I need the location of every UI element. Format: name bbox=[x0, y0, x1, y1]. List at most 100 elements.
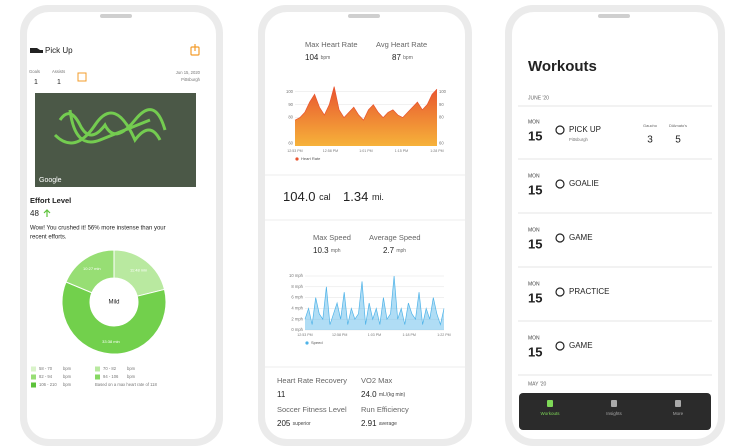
legend-dot bbox=[305, 341, 309, 345]
y-tick-label: 100 bbox=[439, 89, 447, 94]
workout-row[interactable]: MON 15 PICK UP Pittsburgh bbox=[528, 119, 601, 143]
map-credit: Google bbox=[39, 177, 62, 184]
legend-range: 94 - 106 bbox=[103, 374, 119, 379]
svg-text:10.3 mph: 10.3 mph bbox=[313, 246, 341, 255]
row-name: PRACTICE bbox=[569, 287, 609, 296]
y-tick-label: 90 bbox=[288, 102, 293, 107]
screen-title: Workouts bbox=[528, 58, 597, 75]
y-tick-label: 10 mph bbox=[289, 273, 304, 278]
x-tick-label: 1:03 PM bbox=[368, 333, 381, 337]
tab-label: Insights bbox=[606, 411, 622, 416]
effort-text: Wow! You crushed it! 56% more instense t… bbox=[30, 226, 166, 232]
unit: cal bbox=[319, 192, 331, 202]
segment-label: 10:27 min bbox=[83, 266, 101, 271]
workout-row[interactable]: MON 15 GAME bbox=[528, 335, 593, 359]
y-tick-label: 4 mph bbox=[291, 306, 303, 311]
x-tick-label: 12:53 PM bbox=[287, 149, 302, 153]
y-tick-label: 60 bbox=[439, 141, 444, 146]
row-date: 15 bbox=[528, 128, 542, 143]
donut-center: Mild bbox=[108, 300, 119, 306]
team-score: 3 bbox=[647, 135, 653, 146]
tab-bar bbox=[519, 393, 711, 430]
metric-label: VO2 Max bbox=[361, 376, 393, 385]
legend-unit: bpm bbox=[63, 382, 72, 387]
place: Pittsburgh bbox=[181, 77, 201, 82]
row-day: MON bbox=[528, 119, 540, 125]
svg-text:2.7 mph: 2.7 mph bbox=[383, 246, 406, 255]
activity-icon bbox=[555, 341, 565, 351]
metric-unit: average bbox=[379, 421, 397, 427]
x-tick-label: 1:18 PM bbox=[403, 333, 416, 337]
metric-value-text: 2.91 average bbox=[361, 419, 397, 428]
assists-label: Assists bbox=[52, 69, 65, 74]
x-tick-label: 12:58 PM bbox=[332, 333, 347, 337]
row-name: GAME bbox=[569, 233, 593, 242]
workout-row[interactable]: MON 15 PRACTICE bbox=[528, 281, 609, 305]
tab-icon bbox=[675, 400, 681, 407]
heat-trail bbox=[53, 108, 167, 145]
effort-title: Effort Level bbox=[30, 196, 71, 205]
max-speed: 10.3 bbox=[313, 246, 329, 255]
legend-note: Based on a max heart rate of 118 bbox=[95, 382, 158, 387]
metric-value: 205 bbox=[277, 419, 291, 428]
goals-value: 1 bbox=[34, 79, 38, 86]
phone-screen bbox=[265, 12, 465, 439]
legend-label: Heart Rate bbox=[301, 156, 321, 161]
segment-label: 33:38 min bbox=[102, 339, 120, 344]
tab[interactable]: Insights bbox=[606, 400, 623, 416]
metric-value: 11 bbox=[277, 390, 286, 399]
distance: 1.34 bbox=[343, 189, 368, 204]
legend-unit: bpm bbox=[127, 366, 136, 371]
x-tick-label: 1:22 PM bbox=[437, 333, 450, 337]
donut-segment bbox=[65, 249, 115, 294]
legend-range: 58 - 70 bbox=[39, 366, 53, 371]
legend-range: 82 - 94 bbox=[39, 374, 53, 379]
legend-swatch bbox=[95, 366, 100, 372]
svg-text:104.0 cal: 104.0 cal bbox=[283, 189, 331, 204]
row-date: 15 bbox=[528, 236, 542, 251]
row-name: PICK UP bbox=[569, 125, 601, 134]
y-tick-label: 0 mph bbox=[291, 327, 303, 332]
row-day: MON bbox=[528, 173, 540, 179]
team-name: DiAmato's bbox=[669, 123, 687, 128]
month-header: JUNE '20 bbox=[528, 95, 549, 101]
goals-label: Goals bbox=[29, 69, 40, 74]
metric-value-text: 24.0 mL/(kg min) bbox=[361, 390, 406, 399]
row-name: GOALIE bbox=[569, 179, 599, 188]
legend-swatch bbox=[95, 374, 100, 380]
tab[interactable]: More bbox=[673, 400, 684, 416]
row-date: 15 bbox=[528, 182, 542, 197]
legend-range: 70 - 82 bbox=[103, 366, 117, 371]
max-speed-label: Max Speed bbox=[313, 233, 351, 242]
metric-label: Run Efficiency bbox=[361, 405, 409, 414]
edit-icon[interactable] bbox=[77, 72, 87, 82]
max-hr: 104 bbox=[305, 53, 319, 62]
row-date: 15 bbox=[528, 290, 542, 305]
shoe-icon bbox=[30, 48, 43, 53]
x-tick-label: 12:53 PM bbox=[297, 333, 312, 337]
unit: mi. bbox=[372, 192, 384, 202]
legend-unit: bpm bbox=[63, 366, 72, 371]
y-tick-label: 80 bbox=[439, 115, 444, 120]
legend-swatch bbox=[31, 382, 36, 388]
legend-swatch bbox=[31, 366, 36, 372]
y-tick-label: 90 bbox=[439, 102, 444, 107]
y-tick-label: 8 mph bbox=[291, 284, 303, 289]
metric-value-text: 205 superior bbox=[277, 419, 311, 428]
metric-value-text: 11 bbox=[277, 390, 286, 399]
legend-swatch bbox=[31, 374, 36, 380]
workout-row[interactable]: MON 15 GAME bbox=[528, 227, 593, 251]
metric-unit: mL/(kg min) bbox=[379, 392, 406, 398]
svg-text:1.34 mi.: 1.34 mi. bbox=[343, 189, 384, 204]
segment-label: 11:48 min bbox=[130, 268, 147, 273]
up-arrow bbox=[43, 209, 51, 217]
share-icon[interactable] bbox=[190, 44, 200, 56]
workout-row[interactable]: MON 15 GOALIE bbox=[528, 173, 599, 197]
unit: mph bbox=[396, 248, 406, 254]
calories: 104.0 bbox=[283, 189, 316, 204]
donut-segment bbox=[61, 281, 167, 355]
tab[interactable]: Workouts bbox=[541, 400, 561, 416]
date: Jun 15, 2020 bbox=[176, 70, 201, 75]
avg-speed-label: Average Speed bbox=[369, 233, 421, 242]
tab-icon bbox=[611, 400, 617, 407]
